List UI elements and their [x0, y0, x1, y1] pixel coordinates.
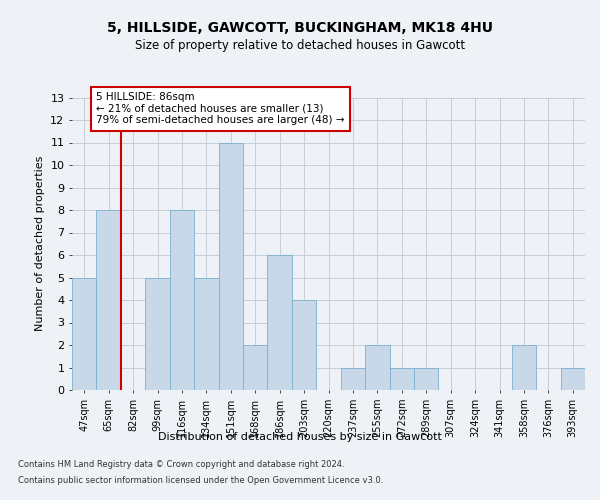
Y-axis label: Number of detached properties: Number of detached properties — [35, 156, 44, 332]
Text: Contains public sector information licensed under the Open Government Licence v3: Contains public sector information licen… — [18, 476, 383, 485]
Bar — [292, 300, 316, 390]
Bar — [72, 278, 97, 390]
Text: Contains HM Land Registry data © Crown copyright and database right 2024.: Contains HM Land Registry data © Crown c… — [18, 460, 344, 469]
Bar — [218, 142, 243, 390]
Bar — [194, 278, 218, 390]
Bar — [97, 210, 121, 390]
Bar — [414, 368, 439, 390]
Text: Distribution of detached houses by size in Gawcott: Distribution of detached houses by size … — [158, 432, 442, 442]
Bar — [512, 345, 536, 390]
Bar — [243, 345, 268, 390]
Bar — [341, 368, 365, 390]
Bar — [560, 368, 585, 390]
Bar — [389, 368, 414, 390]
Bar — [170, 210, 194, 390]
Text: Size of property relative to detached houses in Gawcott: Size of property relative to detached ho… — [135, 38, 465, 52]
Text: 5 HILLSIDE: 86sqm
← 21% of detached houses are smaller (13)
79% of semi-detached: 5 HILLSIDE: 86sqm ← 21% of detached hous… — [97, 92, 345, 126]
Bar — [365, 345, 389, 390]
Bar — [268, 255, 292, 390]
Text: 5, HILLSIDE, GAWCOTT, BUCKINGHAM, MK18 4HU: 5, HILLSIDE, GAWCOTT, BUCKINGHAM, MK18 4… — [107, 22, 493, 36]
Bar — [145, 278, 170, 390]
